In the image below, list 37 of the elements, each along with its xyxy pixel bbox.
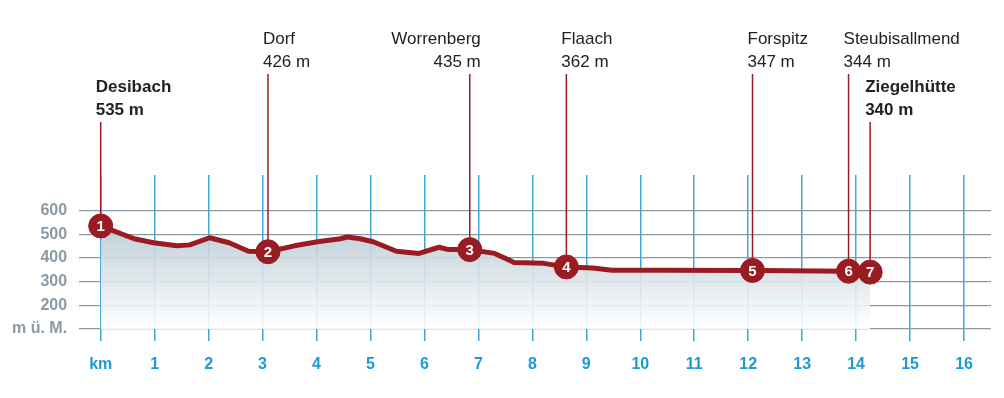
ref-line-label: Desibach 535 m: [95, 77, 172, 119]
ref-line-label: Dorf 426 m: [262, 29, 311, 71]
x-tick-label: 5: [366, 354, 376, 372]
x-tick-label: 16: [955, 354, 974, 372]
x-tick-label: 3: [258, 354, 268, 372]
x-tick-label: 13: [793, 354, 812, 372]
annotation: 1: [96, 217, 105, 235]
x-tick-label: 7: [473, 354, 483, 372]
x-tick-label: 2: [204, 354, 214, 372]
ref-line-label: Worrenberg 435 m: [391, 29, 481, 71]
y-tick-label: 500: [40, 224, 68, 242]
ref-line-label: Ziegelhütte 340 m: [865, 77, 956, 119]
y-tick-label: 200: [40, 295, 68, 313]
x-tick-label: 9: [581, 354, 591, 372]
x-tick-label: 4: [312, 354, 322, 372]
ref-line-label: Flaach 362 m: [561, 29, 613, 71]
ref-line-label: Forspitz 347 m: [747, 29, 808, 71]
x-tick-label: 6: [419, 354, 429, 372]
x-tick-label: 11: [685, 354, 703, 372]
y-tick-label: 300: [40, 271, 68, 289]
annotation: 2: [263, 242, 273, 260]
x-tick-label: 8: [527, 354, 537, 372]
x-tick-label: 10: [631, 354, 650, 372]
y-tick-label: 400: [40, 248, 68, 266]
x-tick-label: 12: [739, 354, 758, 372]
annotation: 4: [562, 258, 572, 276]
ref-line-label: Steubisallmend 344 m: [843, 29, 960, 71]
x-tick-label: 1: [150, 354, 160, 372]
x-tick-label: 15: [901, 354, 920, 372]
annotation: 3: [465, 240, 474, 258]
annotation: 5: [748, 261, 757, 279]
x-tick-label: 14: [847, 354, 866, 372]
annotation: 6: [844, 262, 853, 280]
y-tick-label: m ü. M.: [12, 319, 68, 337]
annotation: 7: [865, 263, 875, 281]
x-tick-label: km: [89, 354, 113, 372]
y-tick-label: 600: [40, 200, 68, 218]
